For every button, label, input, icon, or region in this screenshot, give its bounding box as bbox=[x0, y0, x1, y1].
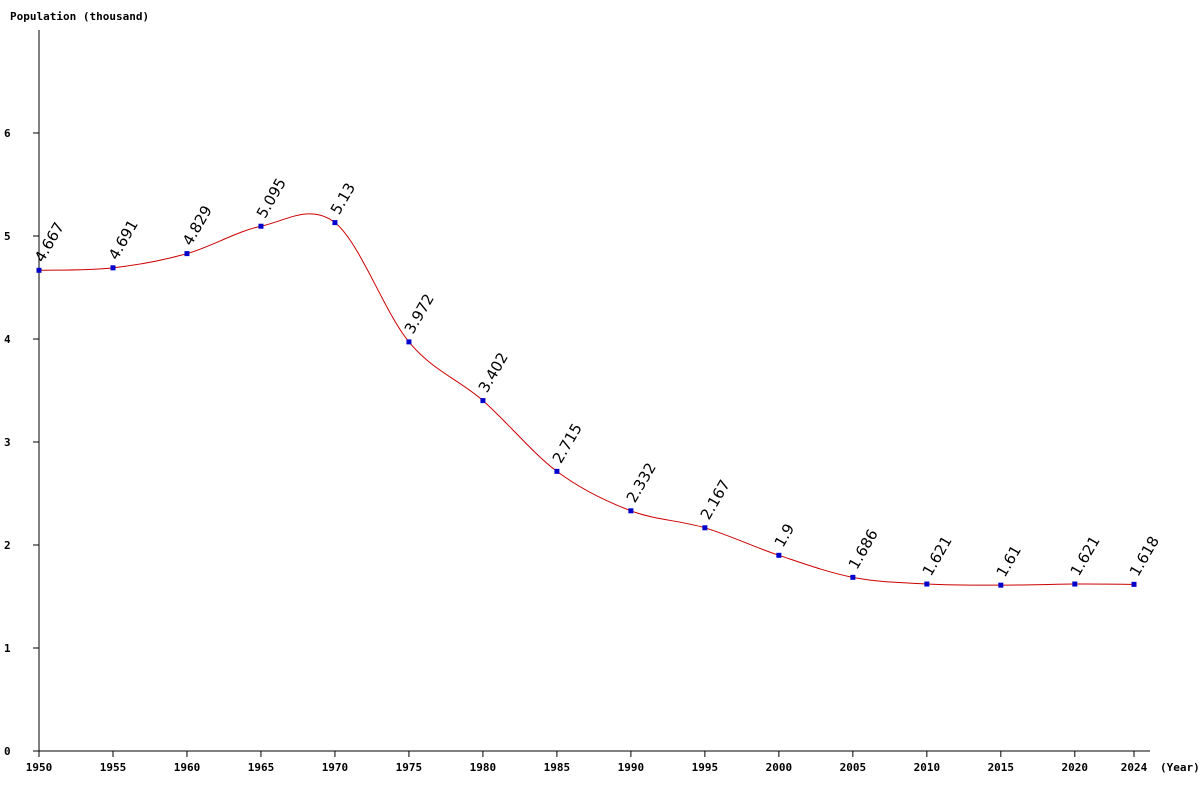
data-label: 4.691 bbox=[105, 217, 142, 263]
data-label: 4.829 bbox=[179, 202, 216, 248]
y-tick-label: 5 bbox=[4, 230, 11, 243]
data-label: 1.618 bbox=[1126, 533, 1163, 579]
y-tick-label: 2 bbox=[4, 539, 11, 552]
x-tick-label: 1970 bbox=[322, 761, 349, 774]
y-tick-label: 4 bbox=[4, 333, 11, 346]
x-axis-title: (Year) bbox=[1160, 761, 1200, 774]
x-tick-label: 1950 bbox=[26, 761, 53, 774]
y-tick-label: 3 bbox=[4, 436, 11, 449]
data-point bbox=[1072, 581, 1078, 587]
data-labels: 4.667 4.691 4.829 5.095 5.13 3.972 3.402 2.715 2… bbox=[31, 175, 1163, 580]
data-label: 5.13 bbox=[327, 180, 359, 218]
ticks: 0 1 2 3 4 5 6 1950 1955 1960 1965 1970 1975 1980 1985 1… bbox=[4, 127, 1148, 774]
data-label: 1.9 bbox=[771, 521, 799, 551]
data-point bbox=[480, 398, 486, 404]
data-label: 3.972 bbox=[401, 291, 438, 337]
data-label: 2.332 bbox=[623, 460, 660, 506]
y-tick-label: 1 bbox=[4, 642, 11, 655]
data-label: 5.095 bbox=[253, 175, 290, 221]
data-label: 2.715 bbox=[549, 420, 586, 466]
data-point bbox=[702, 525, 708, 531]
x-tick-label: 1980 bbox=[470, 761, 497, 774]
data-label: 4.667 bbox=[31, 219, 68, 265]
series-line bbox=[38, 213, 1135, 586]
y-tick-label: 6 bbox=[4, 127, 11, 140]
x-tick-label: 2020 bbox=[1062, 761, 1089, 774]
x-tick-label: 2000 bbox=[766, 761, 793, 774]
data-point bbox=[850, 574, 856, 580]
x-tick-label: 1965 bbox=[248, 761, 275, 774]
data-point bbox=[554, 468, 560, 474]
data-point bbox=[406, 339, 412, 345]
x-tick-label: 1985 bbox=[544, 761, 571, 774]
x-tick-label: 2024 bbox=[1121, 761, 1148, 774]
x-tick-label: 1990 bbox=[618, 761, 645, 774]
data-point bbox=[110, 265, 116, 271]
data-point bbox=[998, 582, 1004, 588]
x-tick-label: 1960 bbox=[174, 761, 201, 774]
x-tick-label: 2005 bbox=[840, 761, 867, 774]
data-point bbox=[628, 508, 634, 514]
data-point bbox=[36, 267, 42, 273]
x-tick-label: 1975 bbox=[396, 761, 423, 774]
y-tick-label: 0 bbox=[4, 745, 11, 758]
y-axis-title: Population (thousand) bbox=[10, 10, 149, 23]
data-label: 3.402 bbox=[475, 349, 512, 395]
data-point bbox=[258, 223, 264, 229]
data-label: 1.686 bbox=[845, 526, 882, 572]
x-tick-label: 2015 bbox=[988, 761, 1015, 774]
data-label: 1.621 bbox=[1067, 533, 1104, 579]
data-point bbox=[332, 220, 338, 226]
data-label: 2.167 bbox=[697, 477, 734, 523]
axes bbox=[38, 30, 1150, 752]
x-tick-label: 2010 bbox=[914, 761, 941, 774]
data-label: 1.621 bbox=[919, 533, 956, 579]
data-point bbox=[184, 251, 190, 257]
series bbox=[36, 213, 1137, 588]
data-label: 1.61 bbox=[993, 542, 1025, 580]
data-point bbox=[924, 581, 930, 587]
x-tick-label: 1955 bbox=[100, 761, 127, 774]
data-point bbox=[1131, 581, 1137, 587]
x-tick-label: 1995 bbox=[692, 761, 719, 774]
data-point bbox=[776, 552, 782, 558]
